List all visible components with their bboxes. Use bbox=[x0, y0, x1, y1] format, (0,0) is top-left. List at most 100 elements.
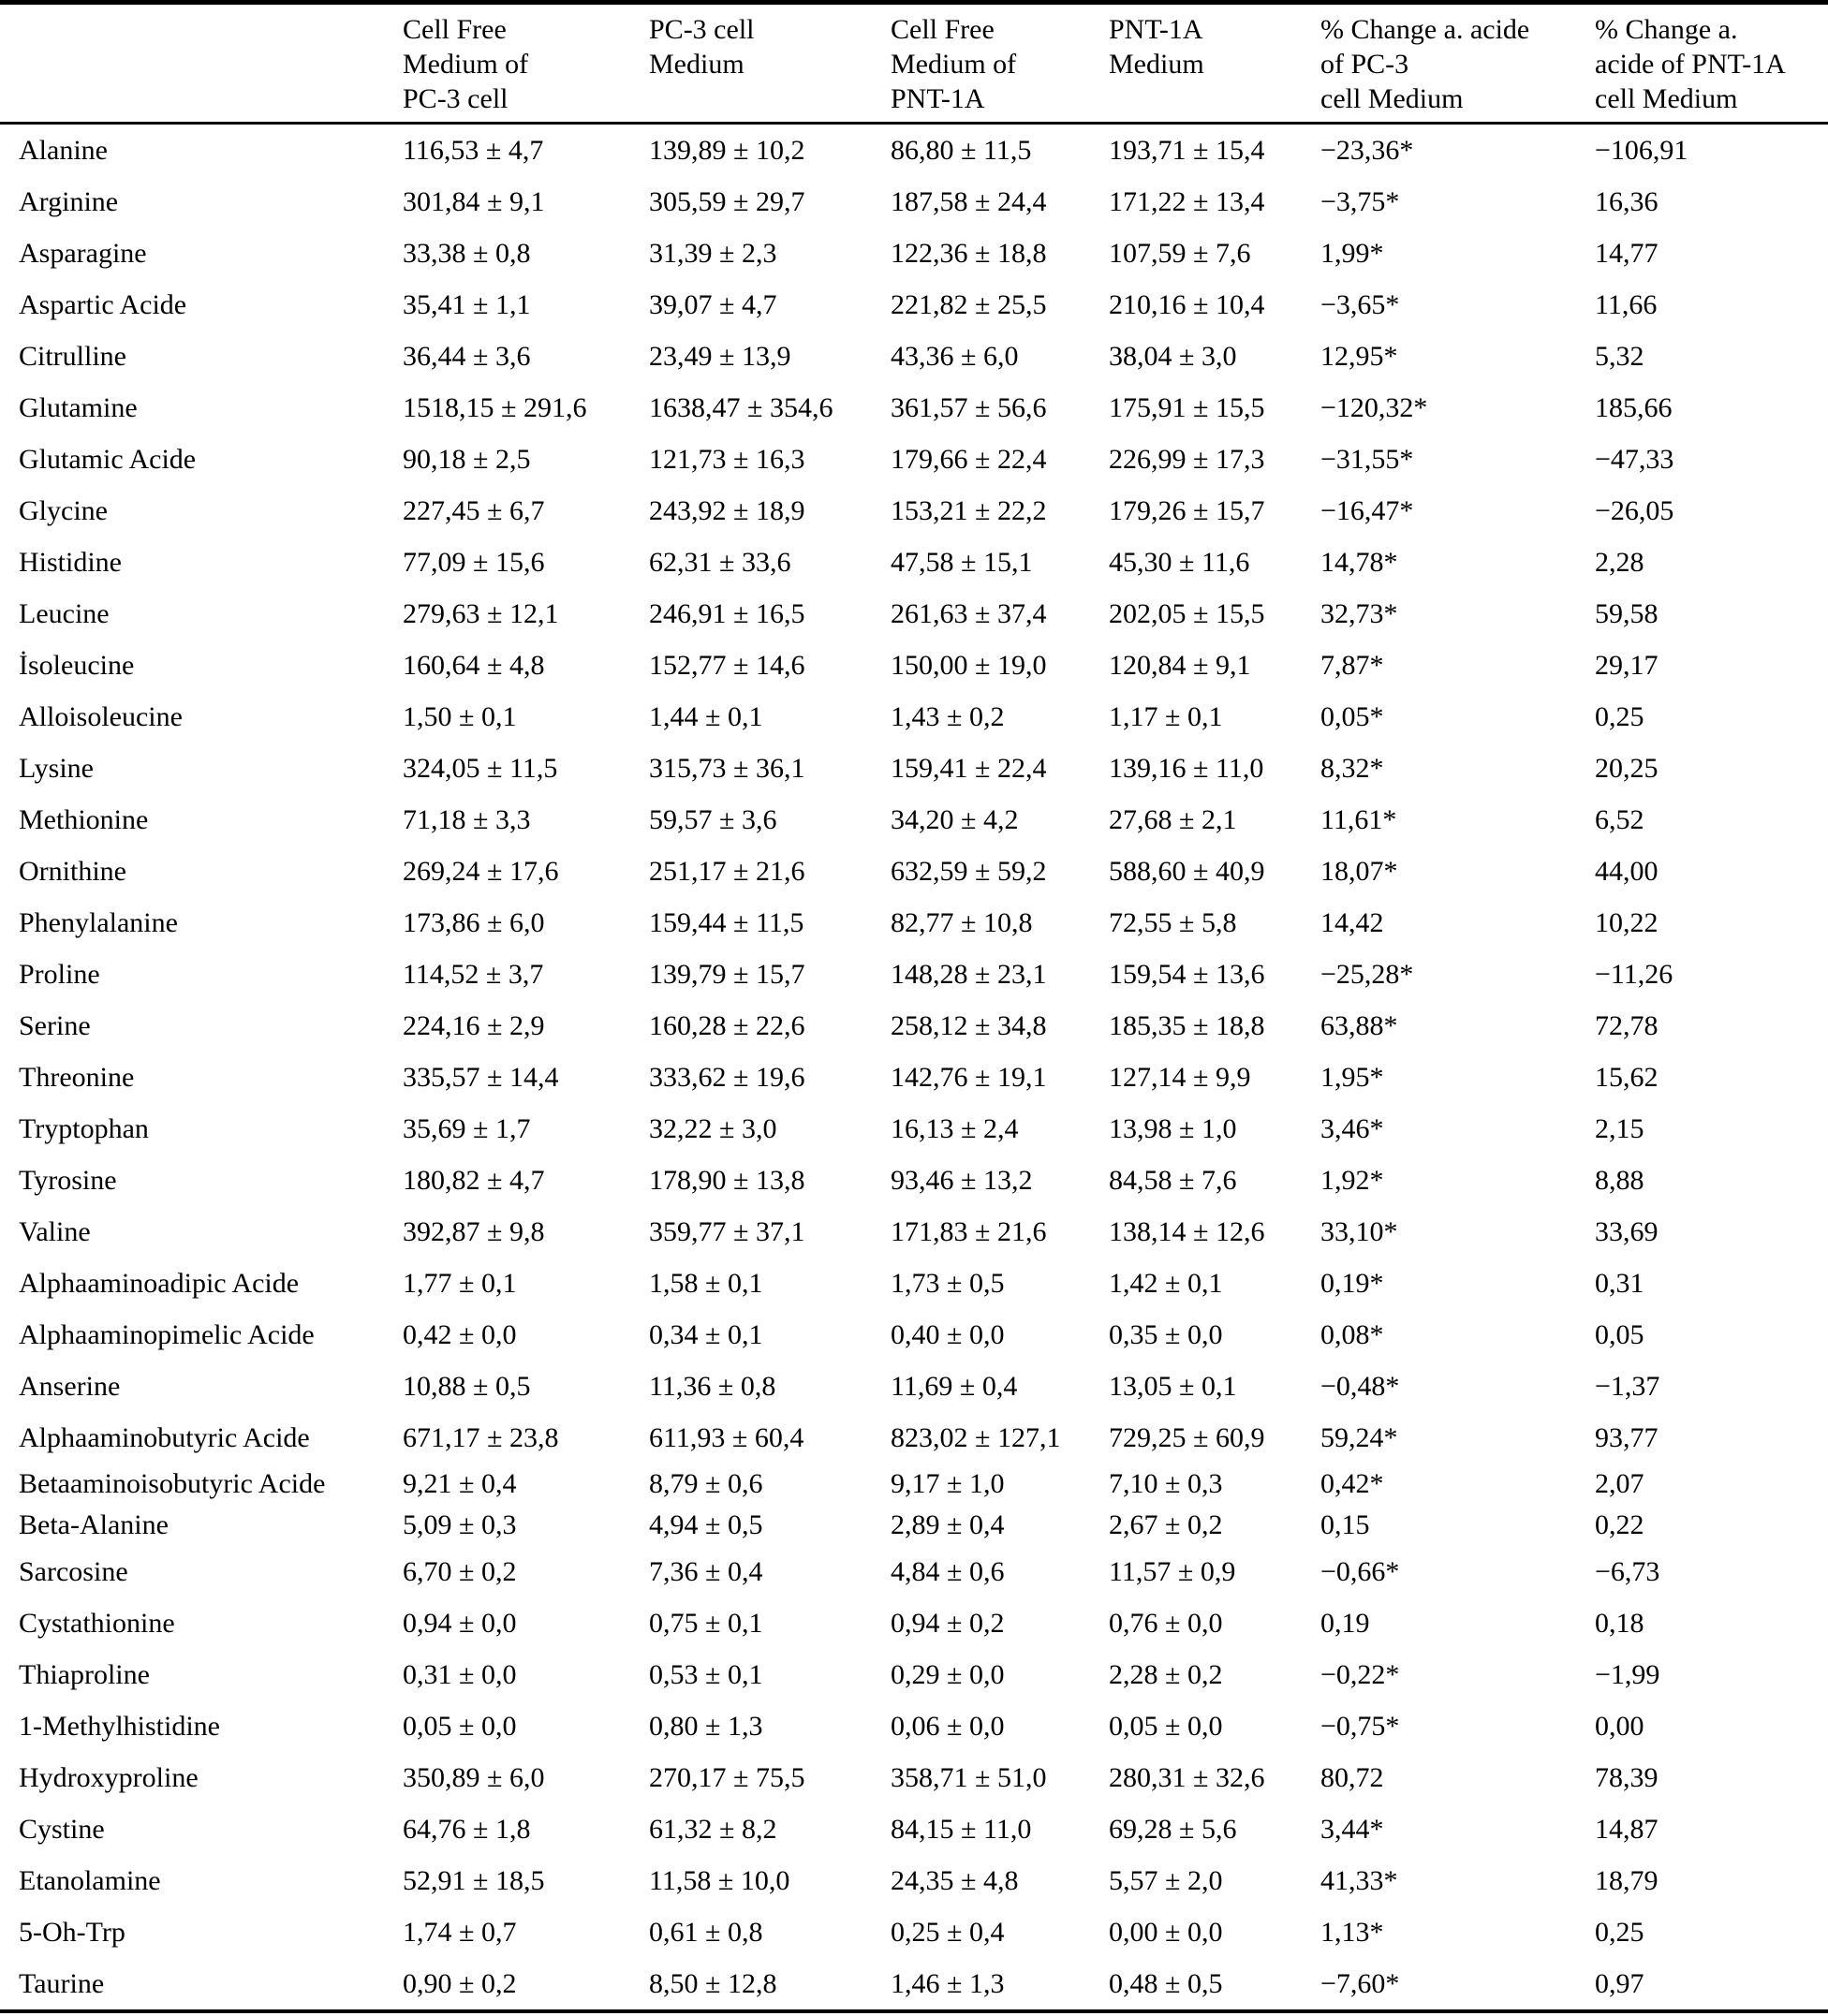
value-cell: 45,30 ± 11,6 bbox=[1109, 546, 1250, 578]
value-cell: 41,33* bbox=[1320, 1864, 1398, 1896]
value-cell: 1,42 ± 0,1 bbox=[1109, 1267, 1223, 1299]
value-cell: 0,22 bbox=[1595, 1509, 1644, 1540]
row-label: Threonine bbox=[19, 1061, 135, 1093]
value-cell: 335,57 ± 14,4 bbox=[403, 1061, 559, 1093]
column-header-line: PNT-1A bbox=[1109, 14, 1203, 45]
value-cell: −106,91 bbox=[1595, 134, 1688, 166]
value-cell: 122,36 ± 18,8 bbox=[891, 237, 1047, 269]
value-cell: 0,06 ± 0,0 bbox=[891, 1710, 1005, 1742]
value-cell: 1,92* bbox=[1320, 1164, 1384, 1196]
table-row: Anserine 10,88 ± 0,5 11,36 ± 0,8 11,69 ± 0,… bbox=[0, 1361, 1828, 1412]
row-label: Ornithine bbox=[19, 855, 126, 887]
value-cell: −0,75* bbox=[1320, 1710, 1400, 1742]
value-cell: 72,55 ± 5,8 bbox=[1109, 906, 1237, 938]
value-cell: −6,73 bbox=[1595, 1555, 1660, 1587]
value-cell: −47,33 bbox=[1595, 443, 1674, 475]
value-cell: 11,58 ± 10,0 bbox=[649, 1864, 790, 1896]
value-cell: 0,00 bbox=[1595, 1710, 1644, 1742]
value-cell: 305,59 ± 29,7 bbox=[649, 185, 805, 217]
table-row: Serine 224,16 ± 2,9 160,28 ± 22,6 258,12 ± … bbox=[0, 1000, 1828, 1052]
column-header: % Change a. acide of PC-3 cell Medium bbox=[1320, 5, 1595, 125]
value-cell: 0,76 ± 0,0 bbox=[1109, 1607, 1223, 1639]
value-cell: 2,28 ± 0,2 bbox=[1109, 1658, 1223, 1690]
value-cell: 142,76 ± 19,1 bbox=[891, 1061, 1047, 1093]
table-row: Methionine 71,18 ± 3,3 59,57 ± 3,6 34,20 ± … bbox=[0, 794, 1828, 846]
row-label: Valine bbox=[19, 1215, 91, 1247]
row-label: Phenylalanine bbox=[19, 906, 178, 938]
value-cell: 84,58 ± 7,6 bbox=[1109, 1164, 1237, 1196]
value-cell: 227,45 ± 6,7 bbox=[403, 494, 545, 526]
value-cell: 0,05 bbox=[1595, 1318, 1644, 1350]
value-cell: 1,46 ± 1,3 bbox=[891, 1967, 1005, 1999]
table-row: Alphaaminopimelic Acide 0,42 ± 0,0 0,34 ± … bbox=[0, 1309, 1828, 1361]
table-row: Tyrosine 180,82 ± 4,7 178,90 ± 13,8 93,46 ±… bbox=[0, 1155, 1828, 1206]
value-cell: −120,32* bbox=[1320, 391, 1428, 423]
value-cell: 0,00 ± 0,0 bbox=[1109, 1916, 1223, 1948]
row-label: Hydroxyproline bbox=[19, 1761, 199, 1793]
row-label: Serine bbox=[19, 1009, 91, 1041]
value-cell: 69,28 ± 5,6 bbox=[1109, 1813, 1237, 1845]
column-header-line: % Change a. bbox=[1595, 14, 1738, 45]
value-cell: 221,82 ± 25,5 bbox=[891, 288, 1047, 320]
value-cell: 11,69 ± 0,4 bbox=[891, 1370, 1018, 1402]
value-cell: 0,29 ± 0,0 bbox=[891, 1658, 1005, 1690]
row-label: Tryptophan bbox=[19, 1112, 149, 1144]
table-row: Betaaminoisobutyric Acide 9,21 ± 0,4 8,79 … bbox=[0, 1464, 1828, 1505]
column-header-line: PNT-1A bbox=[891, 83, 985, 114]
table-row: Alphaaminobutyric Acide 671,17 ± 23,8 611,… bbox=[0, 1412, 1828, 1464]
value-cell: 82,77 ± 10,8 bbox=[891, 906, 1033, 938]
table-row: Valine 392,87 ± 9,8 359,77 ± 37,1 171,83 ± … bbox=[0, 1206, 1828, 1258]
row-label: Beta-Alanine bbox=[19, 1509, 169, 1540]
value-cell: 0,05 ± 0,0 bbox=[1109, 1710, 1223, 1742]
column-header-line: PC-3 cell bbox=[649, 14, 755, 45]
value-cell: 0,25 bbox=[1595, 700, 1644, 732]
value-cell: 61,32 ± 8,2 bbox=[649, 1813, 777, 1845]
row-label: Sarcosine bbox=[19, 1555, 128, 1587]
column-header-line: cell Medium bbox=[1595, 83, 1738, 114]
table-row: Beta-Alanine 5,09 ± 0,3 4,94 ± 0,5 2,89 ± 0… bbox=[0, 1505, 1828, 1546]
value-cell: 35,69 ± 1,7 bbox=[403, 1112, 531, 1144]
table-row: Ornithine 269,24 ± 17,6 251,17 ± 21,6 632,5… bbox=[0, 846, 1828, 897]
value-cell: 243,92 ± 18,9 bbox=[649, 494, 805, 526]
row-label: Citrulline bbox=[19, 340, 126, 372]
value-cell: 2,67 ± 0,2 bbox=[1109, 1509, 1223, 1540]
value-cell: 0,48 ± 0,5 bbox=[1109, 1967, 1223, 1999]
value-cell: 127,14 ± 9,9 bbox=[1109, 1061, 1251, 1093]
value-cell: 171,22 ± 13,4 bbox=[1109, 185, 1265, 217]
value-cell: 270,17 ± 75,5 bbox=[649, 1761, 805, 1793]
column-header-line: PC-3 cell bbox=[403, 83, 509, 114]
value-cell: 16,36 bbox=[1595, 185, 1658, 217]
value-cell: 8,88 bbox=[1595, 1164, 1644, 1196]
value-cell: 2,89 ± 0,4 bbox=[891, 1509, 1005, 1540]
value-cell: 0,05* bbox=[1320, 700, 1384, 732]
value-cell: 59,24* bbox=[1320, 1421, 1398, 1453]
value-cell: −23,36* bbox=[1320, 134, 1414, 166]
value-cell: 139,79 ± 15,7 bbox=[649, 958, 805, 990]
value-cell: 20,25 bbox=[1595, 752, 1658, 784]
column-header-line: of PC-3 bbox=[1320, 49, 1409, 80]
value-cell: 64,76 ± 1,8 bbox=[403, 1813, 531, 1845]
value-cell: 1,58 ± 0,1 bbox=[649, 1267, 763, 1299]
row-label: Asparagine bbox=[19, 237, 147, 269]
table-row: Citrulline 36,44 ± 3,6 23,49 ± 13,9 43,36 ±… bbox=[0, 331, 1828, 382]
value-cell: 187,58 ± 24,4 bbox=[891, 185, 1047, 217]
value-cell: 0,35 ± 0,0 bbox=[1109, 1318, 1223, 1350]
value-cell: 0,94 ± 0,2 bbox=[891, 1607, 1005, 1639]
value-cell: 84,15 ± 11,0 bbox=[891, 1813, 1032, 1845]
value-cell: −0,66* bbox=[1320, 1555, 1400, 1587]
value-cell: 0,15 bbox=[1320, 1509, 1370, 1540]
table-row: Glutamic Acide 90,18 ± 2,5 121,73 ± 16,3 17… bbox=[0, 434, 1828, 485]
value-cell: 148,28 ± 23,1 bbox=[891, 958, 1047, 990]
row-label: Alloisoleucine bbox=[19, 700, 183, 732]
value-cell: 11,61* bbox=[1320, 803, 1397, 835]
value-cell: 0,42 ± 0,0 bbox=[403, 1318, 517, 1350]
value-cell: 301,84 ± 9,1 bbox=[403, 185, 545, 217]
value-cell: 261,63 ± 37,4 bbox=[891, 597, 1047, 629]
value-cell: −0,22* bbox=[1320, 1658, 1400, 1690]
value-cell: 160,28 ± 22,6 bbox=[649, 1009, 805, 1041]
value-cell: 14,42 bbox=[1320, 906, 1384, 938]
value-cell: 90,18 ± 2,5 bbox=[403, 443, 531, 475]
value-cell: 159,41 ± 22,4 bbox=[891, 752, 1047, 784]
value-cell: 175,91 ± 15,5 bbox=[1109, 391, 1265, 423]
header-row: Cell Free Medium of PC-3 cell PC-3 cell Medi… bbox=[0, 5, 1828, 125]
